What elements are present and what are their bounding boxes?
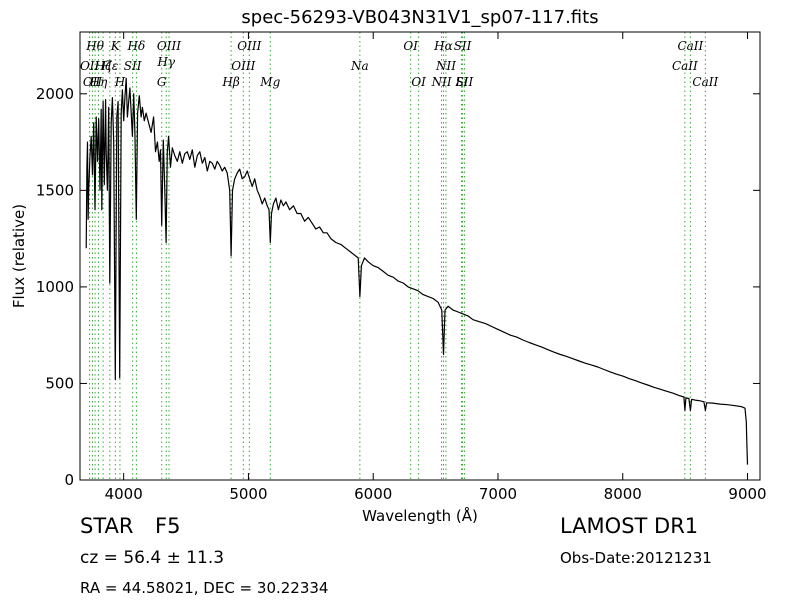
x-tick-label: 8000 (604, 485, 642, 503)
line-label: OIII (157, 39, 181, 53)
plot-frame (79, 31, 761, 481)
line-label: NII (431, 75, 452, 89)
observation-date: Obs-Date:20121231 (560, 549, 712, 567)
y-tick-label: 0 (64, 471, 74, 489)
line-label: Mg (259, 75, 280, 89)
y-tick-label: 500 (45, 374, 74, 392)
line-label: G (157, 75, 167, 89)
y-axis-ticks: 0 500 1000 1500 2000 (36, 85, 760, 489)
x-tick-label: 9000 (728, 485, 766, 503)
line-label: Hδ (127, 39, 146, 53)
line-label: Hζ (94, 59, 113, 73)
spectrum-series-line (85, 77, 749, 465)
line-label: Hη (89, 75, 108, 89)
y-tick-label: 1000 (36, 278, 74, 296)
x-tick-label: 6000 (354, 485, 392, 503)
chart-title: spec-56293-VB043N31V1_sp07-117.fits (241, 7, 598, 28)
line-label: NII (435, 59, 456, 73)
line-label: H (114, 75, 126, 89)
spectral-line-markers (89, 32, 706, 480)
line-label: OII (80, 59, 100, 73)
line-label: CaII (692, 75, 718, 89)
redshift-value: cz = 56.4 ± 11.3 (80, 548, 225, 568)
x-tick-label: 5000 (229, 485, 267, 503)
y-tick-label: 2000 (36, 85, 74, 103)
line-label: OIII (231, 59, 255, 73)
x-axis-ticks: 4000 5000 6000 7000 8000 9000 (105, 32, 767, 503)
line-label: OIII (237, 39, 261, 53)
line-label: Li (455, 75, 468, 89)
line-label: Hθ (85, 39, 104, 53)
line-label: Hα (433, 39, 453, 53)
y-axis-label: Flux (relative) (10, 204, 28, 308)
line-label: Hγ (156, 55, 175, 69)
line-label: Hε (100, 59, 118, 73)
line-label: CaII (672, 59, 698, 73)
y-tick-label: 1500 (36, 181, 74, 199)
coordinates: RA = 44.58021, DEC = 30.22334 (80, 579, 329, 597)
line-label: SII (456, 75, 474, 89)
object-subclass: F5 (155, 514, 181, 538)
x-tick-label: 7000 (479, 485, 517, 503)
x-tick-label: 4000 (105, 485, 143, 503)
line-label: K (110, 39, 121, 53)
x-axis-label: Wavelength (Å) (362, 506, 478, 525)
survey-name: LAMOST DR1 (560, 514, 699, 538)
line-label: OII (83, 75, 103, 89)
line-label: OI (403, 39, 418, 53)
line-label: SII (124, 59, 142, 73)
line-label: SII (454, 39, 472, 53)
line-label: OI (411, 75, 426, 89)
line-label: CaII (677, 39, 703, 53)
line-label: Hβ (221, 75, 239, 89)
object-class: STAR (80, 514, 134, 538)
line-label: Na (350, 59, 369, 73)
